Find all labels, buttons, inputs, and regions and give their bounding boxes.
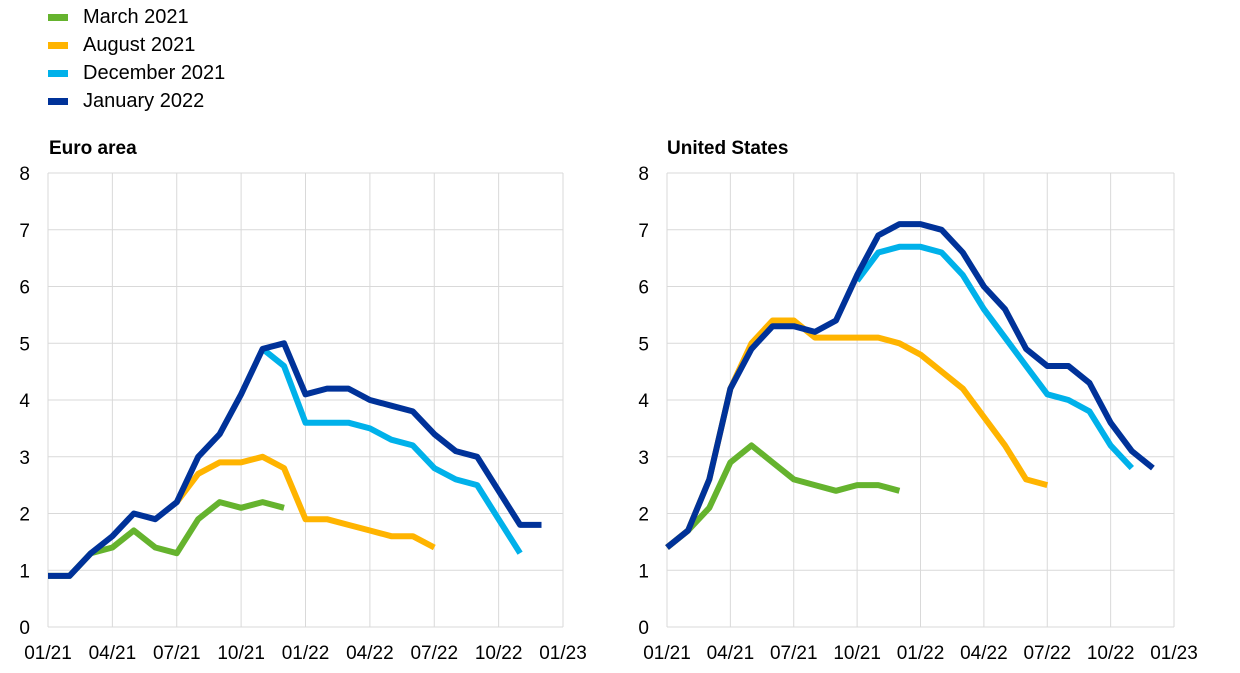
euro-area-series-december-2021 bbox=[260, 346, 523, 555]
y-tick-label: 6 bbox=[638, 278, 649, 299]
y-tick-label: 3 bbox=[19, 448, 30, 469]
x-tick-label: 04/21 bbox=[89, 643, 137, 664]
euro-area-series-january-2022 bbox=[48, 340, 542, 579]
x-tick-label: 01/21 bbox=[24, 643, 72, 664]
y-tick-label: 3 bbox=[638, 448, 649, 469]
y-tick-label: 6 bbox=[19, 278, 30, 299]
x-tick-label: 07/21 bbox=[770, 643, 818, 664]
y-tick-label: 5 bbox=[638, 334, 649, 355]
y-tick-label: 8 bbox=[19, 164, 30, 185]
legend-swatch bbox=[48, 69, 68, 77]
x-tick-label: 04/22 bbox=[346, 643, 394, 664]
x-tick-label: 01/22 bbox=[282, 643, 330, 664]
x-tick-label: 01/22 bbox=[897, 643, 945, 664]
x-tick-label: 10/22 bbox=[475, 643, 523, 664]
y-tick-label: 2 bbox=[638, 505, 649, 526]
x-tick-label: 07/22 bbox=[410, 643, 458, 664]
y-tick-label: 4 bbox=[19, 391, 30, 412]
y-tick-label: 7 bbox=[19, 221, 30, 242]
legend-label: August 2021 bbox=[83, 33, 196, 56]
y-tick-label: 2 bbox=[19, 505, 30, 526]
euro-area-series-august-2021 bbox=[174, 453, 436, 551]
united-states-title: United States bbox=[667, 138, 788, 159]
y-tick-label: 0 bbox=[19, 618, 30, 639]
legend-swatch bbox=[48, 97, 68, 105]
legend-item-august-2021: August 2021 bbox=[48, 31, 225, 59]
x-tick-label: 07/22 bbox=[1023, 643, 1071, 664]
x-tick-label: 04/21 bbox=[707, 643, 755, 664]
legend-label: December 2021 bbox=[83, 61, 226, 84]
y-tick-label: 1 bbox=[19, 561, 30, 582]
y-tick-label: 8 bbox=[638, 164, 649, 185]
x-tick-label: 01/23 bbox=[539, 643, 587, 664]
legend-label: January 2022 bbox=[83, 89, 205, 112]
legend-swatch bbox=[48, 13, 68, 21]
y-tick-label: 7 bbox=[638, 221, 649, 242]
y-tick-label: 1 bbox=[638, 561, 649, 582]
united-states-series-march-2021 bbox=[665, 442, 901, 550]
legend-item-december-2021: December 2021 bbox=[48, 59, 225, 87]
x-tick-label: 04/22 bbox=[960, 643, 1008, 664]
x-tick-label: 01/23 bbox=[1150, 643, 1198, 664]
x-tick-label: 07/21 bbox=[153, 643, 201, 664]
euro-area-title: Euro area bbox=[49, 138, 137, 159]
legend: March 2021 August 2021 December 2021 Jan… bbox=[48, 3, 225, 115]
legend-swatch bbox=[48, 41, 68, 49]
x-tick-label: 10/21 bbox=[833, 643, 881, 664]
legend-label: March 2021 bbox=[83, 5, 189, 28]
legend-item-january-2022: January 2022 bbox=[48, 87, 225, 115]
y-tick-label: 5 bbox=[19, 334, 30, 355]
united-states-series-january-2022 bbox=[665, 221, 1155, 550]
y-tick-label: 0 bbox=[638, 618, 649, 639]
legend-item-march-2021: March 2021 bbox=[48, 3, 225, 31]
united-states-series-december-2021 bbox=[854, 243, 1134, 471]
y-tick-label: 4 bbox=[638, 391, 649, 412]
x-tick-label: 01/21 bbox=[643, 643, 691, 664]
x-tick-label: 10/22 bbox=[1087, 643, 1135, 664]
x-tick-label: 10/21 bbox=[217, 643, 265, 664]
